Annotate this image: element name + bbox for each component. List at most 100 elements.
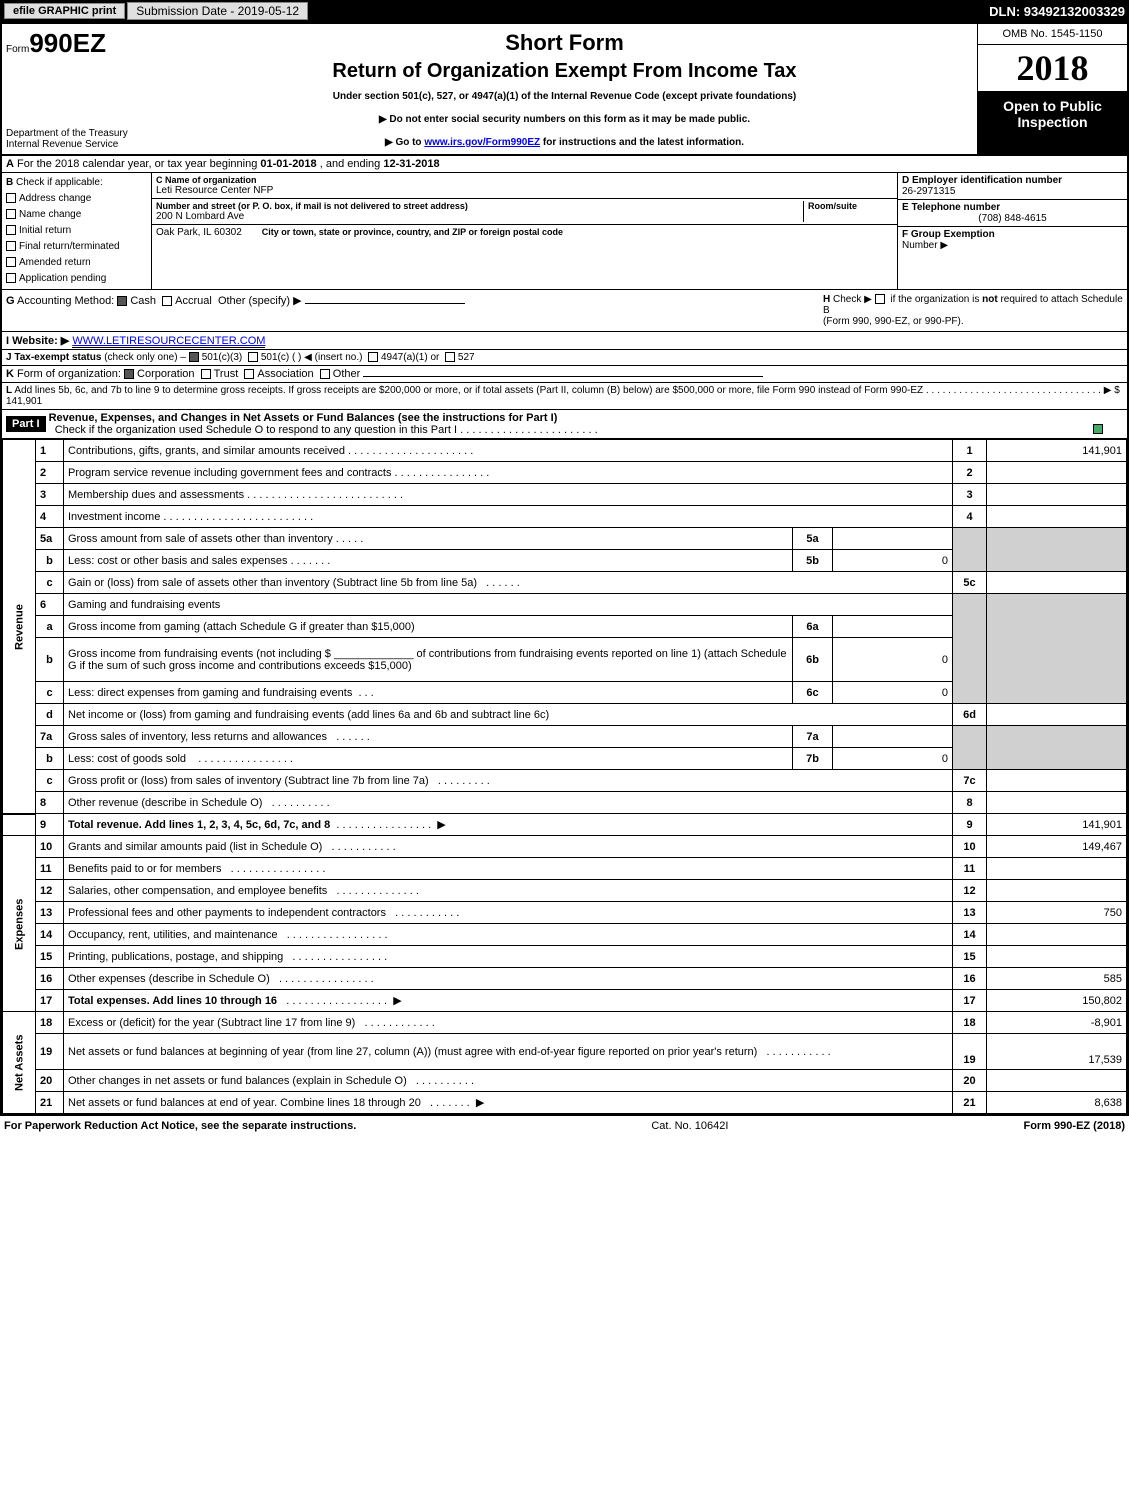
- k-corp[interactable]: Corporation: [137, 368, 194, 380]
- l5b-desc: Less: cost or other basis and sales expe…: [68, 555, 288, 567]
- section-c: C Name of organization Leti Resource Cen…: [152, 173, 897, 289]
- l8-box: 8: [953, 792, 987, 814]
- l19-num: 19: [36, 1034, 64, 1070]
- l12-desc: Salaries, other compensation, and employ…: [68, 885, 327, 897]
- l3-val: [987, 484, 1127, 506]
- l17-box: 17: [953, 990, 987, 1012]
- org-name: Leti Resource Center NFP: [156, 185, 893, 196]
- irs-link[interactable]: www.irs.gov/Form990EZ: [424, 137, 540, 148]
- short-form-title: Short Form: [505, 30, 624, 56]
- l9-num: 9: [36, 814, 64, 836]
- l-label: L: [6, 385, 12, 396]
- l20-num: 20: [36, 1070, 64, 1092]
- return-title: Return of Organization Exempt From Incom…: [332, 60, 796, 83]
- k-text: Form of organization:: [17, 368, 121, 380]
- l6d-val: [987, 704, 1127, 726]
- chk-initial-return[interactable]: Initial return: [6, 223, 147, 239]
- l14-num: 14: [36, 924, 64, 946]
- row-g-h: G Accounting Method: Cash Accrual Other …: [2, 290, 1127, 332]
- form-number: 990EZ: [29, 28, 106, 58]
- l5c-val: [987, 572, 1127, 594]
- l2-val: [987, 462, 1127, 484]
- f-label: F Group Exemption: [902, 229, 995, 240]
- l5c-desc: Gain or (loss) from sale of assets other…: [68, 577, 477, 589]
- d-label: D Employer identification number: [902, 175, 1062, 186]
- lines-table: Revenue 1 Contributions, gifts, grants, …: [2, 439, 1127, 1114]
- chk-amended[interactable]: Amended return: [6, 255, 147, 271]
- l6c-innum: 6c: [793, 682, 833, 704]
- efile-print-button[interactable]: efile GRAPHIC print: [4, 3, 125, 19]
- dln: DLN: 93492132003329: [989, 4, 1125, 19]
- j-4947[interactable]: 4947(a)(1) or: [381, 352, 439, 363]
- l18-num: 18: [36, 1012, 64, 1034]
- l13-val: 750: [987, 902, 1127, 924]
- dept-treasury: Department of the Treasury: [6, 128, 148, 139]
- l11-desc: Benefits paid to or for members: [68, 863, 221, 875]
- l7b-innum: 7b: [793, 748, 833, 770]
- row-i: I Website: ▶ WWW.LETIRESOURCECENTER.COM: [2, 332, 1127, 350]
- l6c-desc: Less: direct expenses from gaming and fu…: [68, 687, 352, 699]
- l13-num: 13: [36, 902, 64, 924]
- sidebar-netassets: Net Assets: [3, 1012, 36, 1114]
- top-bar: efile GRAPHIC print Submission Date - 20…: [0, 0, 1129, 22]
- l7a-desc: Gross sales of inventory, less returns a…: [68, 731, 327, 743]
- tax-year-end: 12-31-2018: [383, 158, 439, 170]
- l7a-innum: 7a: [793, 726, 833, 748]
- footer-left: For Paperwork Reduction Act Notice, see …: [4, 1120, 356, 1132]
- chk-address-change[interactable]: Address change: [6, 191, 147, 207]
- k-assoc[interactable]: Association: [257, 368, 313, 380]
- section-b-c-def: B Check if applicable: Address change Na…: [2, 173, 1127, 290]
- g-text: Accounting Method:: [17, 295, 114, 307]
- sidebar-expenses: Expenses: [3, 836, 36, 1012]
- l4-box: 4: [953, 506, 987, 528]
- l7c-num: c: [36, 770, 64, 792]
- chk-application-pending[interactable]: Application pending: [6, 271, 147, 287]
- part1-check: Check if the organization used Schedule …: [55, 424, 457, 436]
- j-501c[interactable]: 501(c) ( ) ◀ (insert no.): [261, 352, 363, 363]
- l4-val: [987, 506, 1127, 528]
- l1-val: 141,901: [987, 440, 1127, 462]
- l11-box: 11: [953, 858, 987, 880]
- i-label: I Website: ▶: [6, 335, 69, 347]
- l9-val: 141,901: [987, 814, 1127, 836]
- l21-desc: Net assets or fund balances at end of ye…: [68, 1097, 421, 1109]
- chk-final-return[interactable]: Final return/terminated: [6, 239, 147, 255]
- k-other[interactable]: Other: [333, 368, 361, 380]
- l9-desc: Total revenue. Add lines 1, 2, 3, 4, 5c,…: [68, 819, 330, 831]
- c-addr-label: Number and street (or P. O. box, if mail…: [156, 201, 803, 211]
- j-527[interactable]: 527: [458, 352, 475, 363]
- g-other: Other (specify) ▶: [218, 295, 302, 307]
- g-label: G: [6, 295, 15, 307]
- footer-catno: Cat. No. 10642I: [651, 1120, 728, 1132]
- l6a-desc: Gross income from gaming (attach Schedul…: [64, 616, 793, 638]
- j-501c3[interactable]: 501(c)(3): [202, 352, 243, 363]
- l6d-desc: Net income or (loss) from gaming and fun…: [64, 704, 953, 726]
- l17-val: 150,802: [987, 990, 1127, 1012]
- g-cash[interactable]: Cash: [130, 295, 156, 307]
- l7c-val: [987, 770, 1127, 792]
- l19-val: 17,539: [987, 1034, 1127, 1070]
- website-link[interactable]: WWW.LETIRESOURCECENTER.COM: [72, 335, 265, 348]
- section-b-label: B: [6, 177, 13, 188]
- l21-box: 21: [953, 1092, 987, 1114]
- l14-val: [987, 924, 1127, 946]
- l7b-inval: 0: [833, 748, 953, 770]
- l6b-desc: Gross income from fundraising events (no…: [64, 638, 793, 682]
- g-accrual[interactable]: Accrual: [175, 295, 212, 307]
- l7a-inval: [833, 726, 953, 748]
- l2-num: 2: [36, 462, 64, 484]
- line-a-mid: , and ending: [320, 158, 384, 170]
- l13-box: 13: [953, 902, 987, 924]
- row-k: K Form of organization: Corporation Trus…: [2, 366, 1127, 383]
- l1-desc: Contributions, gifts, grants, and simila…: [68, 445, 345, 457]
- l6b-num: b: [36, 638, 64, 682]
- chk-name-change[interactable]: Name change: [6, 207, 147, 223]
- open-public-badge: Open to Public Inspection: [977, 92, 1127, 154]
- form-container: Form990EZ Department of the Treasury Int…: [0, 22, 1129, 1116]
- k-trust[interactable]: Trust: [214, 368, 239, 380]
- sidebar-revenue: Revenue: [3, 440, 36, 814]
- l3-desc: Membership dues and assessments: [68, 489, 244, 501]
- c-city-label: City or town, state or province, country…: [262, 227, 893, 238]
- l20-box: 20: [953, 1070, 987, 1092]
- h-label: H: [823, 294, 830, 305]
